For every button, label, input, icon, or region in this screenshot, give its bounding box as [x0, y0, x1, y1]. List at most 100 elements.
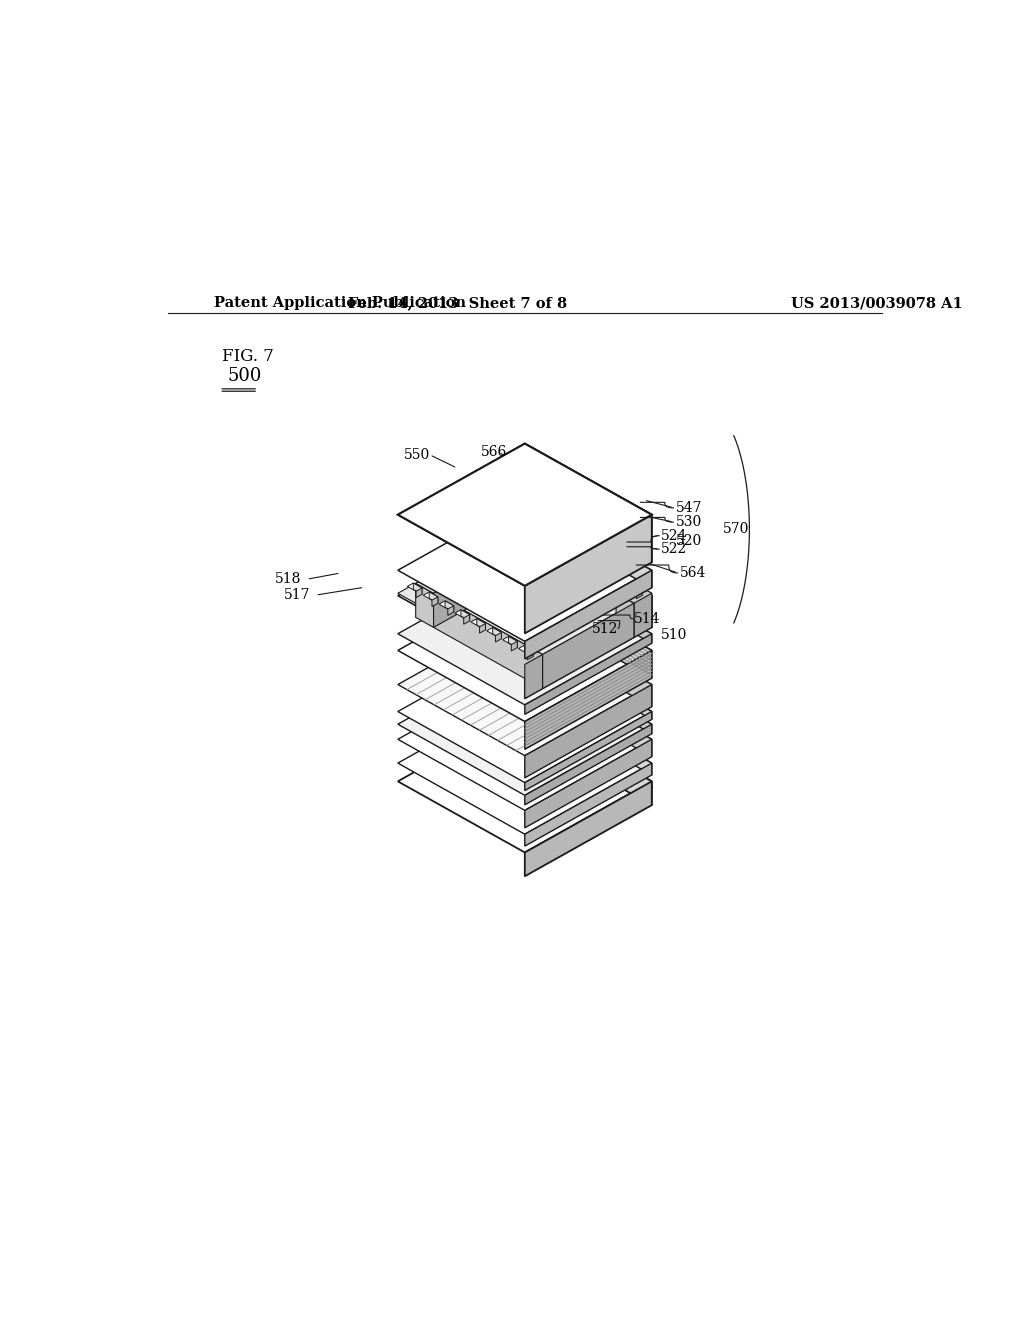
Polygon shape	[524, 710, 652, 805]
Polygon shape	[616, 593, 634, 638]
Polygon shape	[524, 668, 652, 756]
Text: 514: 514	[634, 612, 660, 626]
Polygon shape	[524, 523, 652, 627]
Polygon shape	[397, 653, 652, 796]
Polygon shape	[477, 619, 485, 630]
Polygon shape	[397, 692, 652, 834]
Polygon shape	[397, 524, 652, 667]
Text: 512: 512	[592, 622, 618, 635]
Polygon shape	[570, 549, 579, 560]
Text: FIG. 7: FIG. 7	[221, 348, 273, 366]
Polygon shape	[439, 601, 454, 609]
Polygon shape	[524, 739, 652, 828]
Polygon shape	[414, 583, 422, 594]
Polygon shape	[524, 614, 652, 706]
Text: 500: 500	[227, 367, 261, 385]
Polygon shape	[532, 531, 547, 539]
Polygon shape	[621, 581, 627, 590]
Polygon shape	[524, 579, 652, 678]
Polygon shape	[408, 583, 422, 591]
Polygon shape	[503, 636, 517, 644]
Polygon shape	[543, 603, 634, 689]
Polygon shape	[397, 562, 652, 705]
Polygon shape	[416, 532, 524, 593]
Polygon shape	[527, 651, 534, 660]
Text: Patent Application Publication: Patent Application Publication	[214, 296, 466, 310]
Polygon shape	[479, 623, 485, 634]
Polygon shape	[397, 444, 652, 586]
Text: Feb. 14, 2013  Sheet 7 of 8: Feb. 14, 2013 Sheet 7 of 8	[348, 296, 567, 310]
Polygon shape	[524, 515, 652, 634]
Polygon shape	[471, 619, 485, 627]
Polygon shape	[486, 627, 502, 636]
Polygon shape	[447, 606, 454, 615]
Polygon shape	[557, 545, 563, 554]
Polygon shape	[580, 557, 595, 566]
Polygon shape	[397, 583, 543, 664]
Polygon shape	[524, 763, 652, 846]
Polygon shape	[524, 499, 652, 587]
Polygon shape	[507, 523, 652, 603]
Polygon shape	[602, 566, 610, 578]
Polygon shape	[524, 640, 652, 719]
Polygon shape	[509, 636, 517, 648]
Polygon shape	[586, 557, 595, 569]
Polygon shape	[524, 692, 652, 775]
Polygon shape	[397, 710, 652, 853]
Polygon shape	[445, 601, 454, 612]
Polygon shape	[433, 543, 524, 627]
Polygon shape	[429, 591, 438, 603]
Polygon shape	[525, 527, 531, 536]
Polygon shape	[617, 576, 627, 586]
Polygon shape	[554, 540, 563, 550]
Polygon shape	[397, 640, 652, 783]
Polygon shape	[589, 562, 595, 572]
Polygon shape	[423, 591, 438, 601]
Text: 547: 547	[676, 500, 702, 515]
Polygon shape	[524, 562, 652, 643]
Polygon shape	[397, 444, 652, 586]
Text: 566: 566	[481, 445, 508, 458]
Polygon shape	[522, 521, 531, 533]
Polygon shape	[518, 645, 534, 653]
Polygon shape	[524, 645, 534, 656]
Polygon shape	[628, 585, 642, 593]
Polygon shape	[397, 579, 652, 722]
Text: US 2013/0039078 A1: US 2013/0039078 A1	[791, 296, 963, 310]
Polygon shape	[432, 597, 438, 606]
Polygon shape	[596, 566, 610, 574]
Polygon shape	[548, 540, 563, 548]
Text: 520: 520	[676, 535, 701, 548]
Polygon shape	[416, 587, 422, 598]
Polygon shape	[524, 651, 652, 750]
Text: 522: 522	[662, 543, 687, 556]
Polygon shape	[524, 725, 652, 805]
Polygon shape	[493, 627, 502, 639]
Polygon shape	[397, 499, 652, 642]
Polygon shape	[516, 521, 531, 531]
Polygon shape	[572, 553, 579, 564]
Text: 510: 510	[662, 628, 688, 642]
Polygon shape	[541, 536, 547, 545]
Polygon shape	[524, 655, 543, 698]
Polygon shape	[464, 615, 470, 624]
Polygon shape	[634, 585, 642, 595]
Polygon shape	[455, 610, 470, 618]
Text: 524: 524	[662, 528, 688, 543]
Polygon shape	[524, 570, 652, 659]
Polygon shape	[524, 593, 634, 655]
Text: 570: 570	[723, 523, 750, 536]
Text: 530: 530	[676, 515, 701, 529]
Text: 517: 517	[284, 589, 310, 602]
Polygon shape	[539, 531, 547, 543]
Polygon shape	[611, 576, 627, 583]
Polygon shape	[496, 632, 502, 642]
Polygon shape	[511, 642, 517, 651]
Polygon shape	[461, 610, 470, 620]
Polygon shape	[524, 781, 652, 876]
Polygon shape	[604, 572, 610, 581]
Polygon shape	[524, 685, 652, 777]
Text: 550: 550	[404, 447, 430, 462]
Polygon shape	[524, 634, 652, 714]
Polygon shape	[507, 532, 524, 577]
